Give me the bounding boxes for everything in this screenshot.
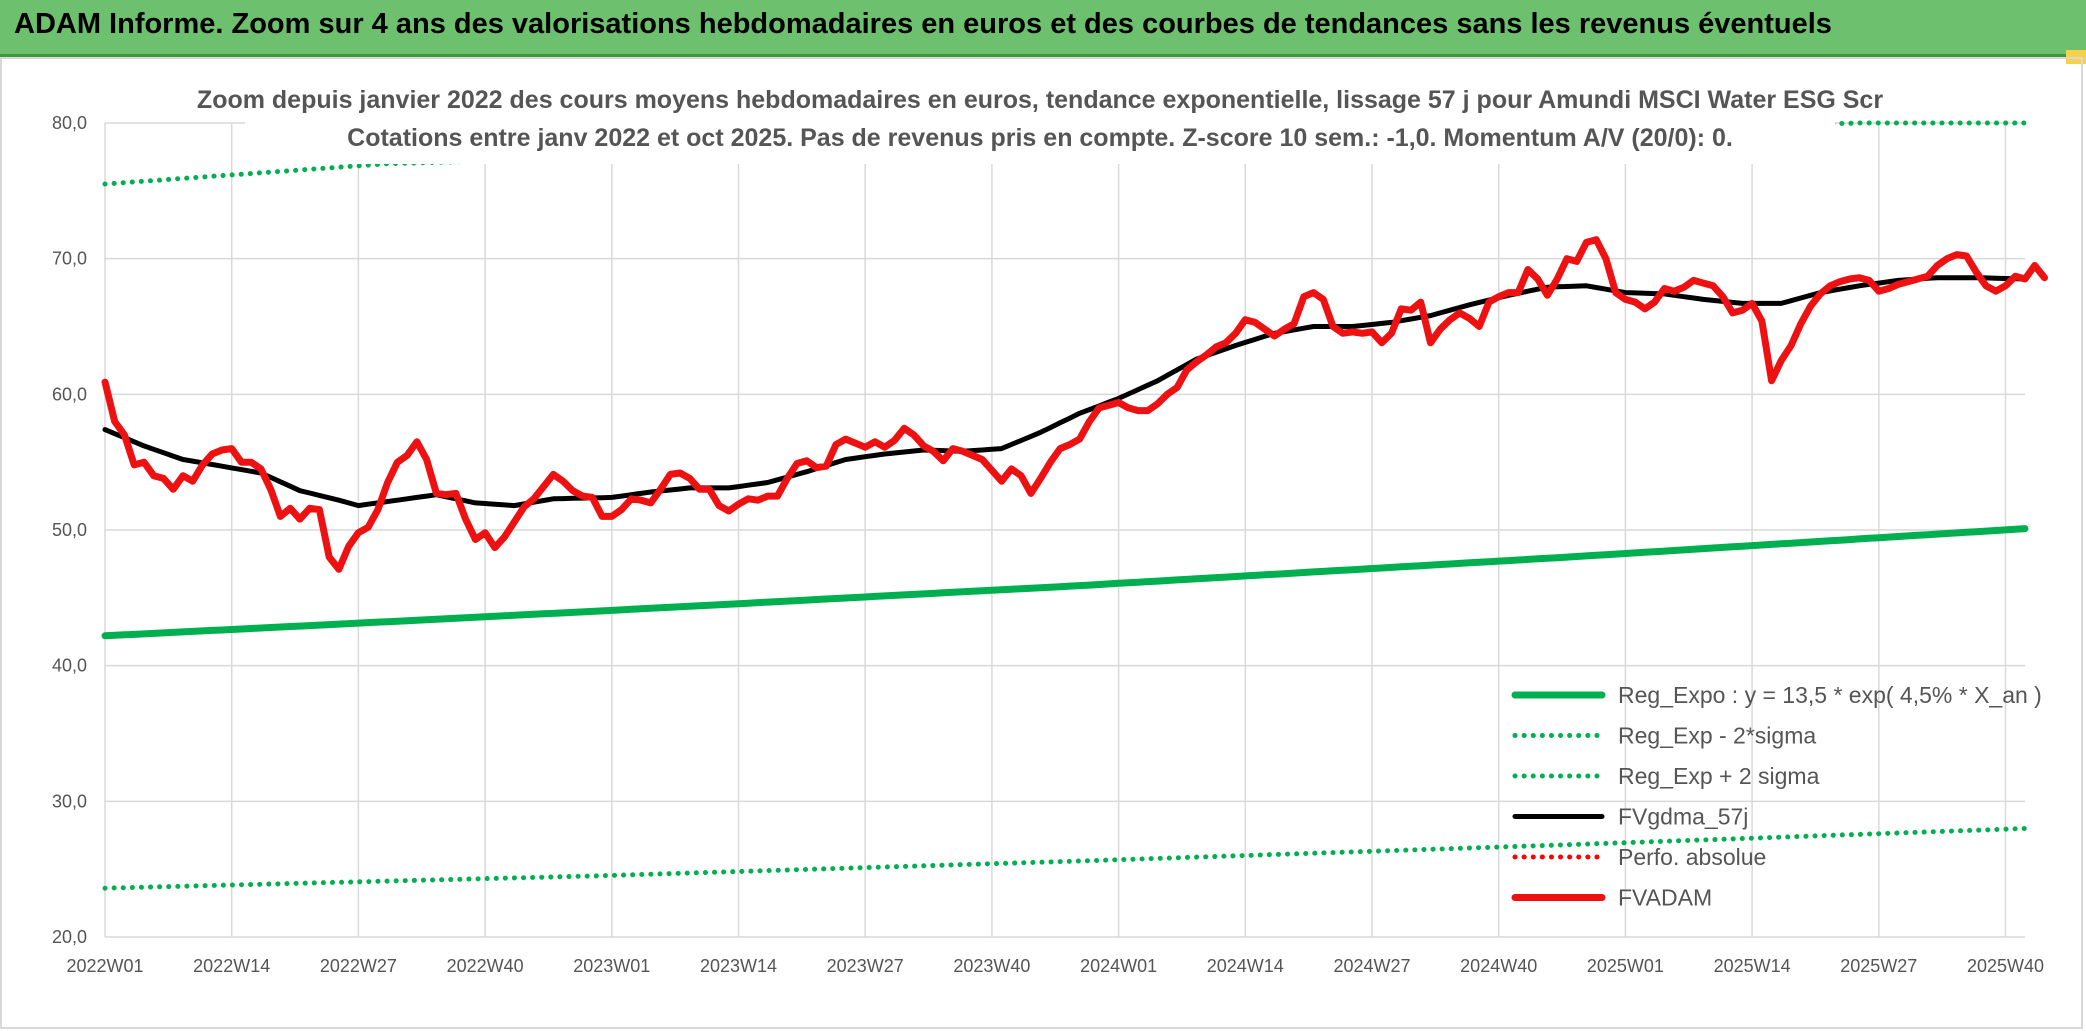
legend-label: Reg_Exp - 2*sigma: [1618, 723, 1816, 749]
x-tick-label: 2025W40: [1967, 956, 2044, 976]
x-tick-label: 2025W01: [1587, 956, 1664, 976]
y-tick-label: 20,0: [52, 927, 87, 947]
legend-label: FVADAM: [1618, 885, 1712, 911]
chart-frame: [0, 57, 2083, 1029]
x-tick-label: 2022W40: [447, 956, 524, 976]
series-line-fvadam: [101, 236, 2048, 573]
header-bar: ADAM Informe. Zoom sur 4 ans des valoris…: [0, 0, 2086, 57]
chart-title-line: Zoom depuis janvier 2022 des cours moyen…: [197, 86, 1883, 114]
legend-label: Perfo. absolue: [1618, 844, 1766, 870]
chart-title-line: Cotations entre janv 2022 et oct 2025. P…: [347, 124, 1733, 152]
x-tick-label: 2023W14: [700, 956, 777, 976]
chart-title-box: [245, 78, 1835, 164]
x-tick-label: 2025W27: [1840, 956, 1917, 976]
series-line-regexp: [102, 826, 2028, 891]
legend-label: Reg_Expo : y = 13,5 * exp( 4,5% * X_an ): [1618, 682, 2042, 708]
x-tick-label: 2022W01: [66, 956, 143, 976]
y-tick-label: 30,0: [52, 791, 87, 811]
x-tick-label: 2024W40: [1460, 956, 1537, 976]
y-tick-label: 50,0: [52, 520, 87, 540]
x-tick-label: 2022W27: [320, 956, 397, 976]
page-title: ADAM Informe. Zoom sur 4 ans des valoris…: [14, 8, 1832, 40]
x-tick-label: 2022W14: [193, 956, 270, 976]
x-tick-label: 2024W01: [1080, 956, 1157, 976]
x-tick-label: 2023W40: [953, 956, 1030, 976]
x-tick-label: 2023W27: [827, 956, 904, 976]
legend-label: Reg_Exp + 2 sigma: [1618, 763, 1820, 789]
y-tick-label: 40,0: [52, 656, 87, 676]
series-line-regexpo: [101, 525, 2029, 640]
y-tick-label: 70,0: [52, 249, 87, 269]
x-tick-label: 2024W14: [1207, 956, 1284, 976]
legend-label: FVgdma_57j: [1618, 804, 1748, 830]
series-line-fvgdma57j: [102, 275, 2028, 509]
x-tick-label: 2023W01: [573, 956, 650, 976]
y-tick-label: 80,0: [52, 113, 87, 133]
y-tick-label: 60,0: [52, 384, 87, 404]
x-tick-label: 2024W27: [1333, 956, 1410, 976]
x-tick-label: 2025W14: [1714, 956, 1791, 976]
